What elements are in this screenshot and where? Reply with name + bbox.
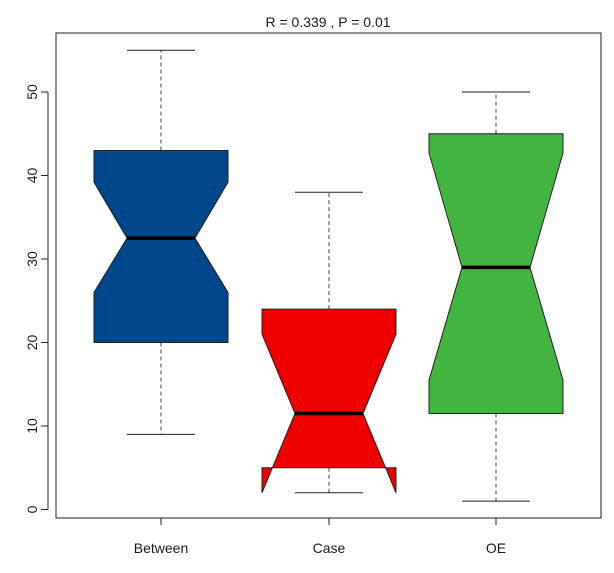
y-tick-label: 10 xyxy=(24,418,40,434)
chart-title: R = 0.339 , P = 0.01 xyxy=(265,14,390,30)
y-tick-label: 0 xyxy=(24,505,40,513)
y-tick-label: 20 xyxy=(24,335,40,351)
box-case xyxy=(261,191,397,494)
boxes-layer xyxy=(93,49,564,502)
x-tick-label-oe: OE xyxy=(486,540,506,556)
box-body xyxy=(93,149,229,343)
y-tick-label: 30 xyxy=(24,251,40,267)
x-tick-label-between: Between xyxy=(134,540,188,556)
box-body xyxy=(261,308,397,493)
x-axis: Between Case OE xyxy=(134,517,506,556)
box-oe xyxy=(428,91,564,502)
y-tick-label: 40 xyxy=(24,168,40,184)
y-axis: 0 10 20 30 40 50 xyxy=(24,84,49,513)
box-body xyxy=(428,133,564,414)
y-tick-label: 50 xyxy=(24,84,40,100)
box-between xyxy=(93,49,229,435)
x-tick-label-case: Case xyxy=(313,540,346,556)
